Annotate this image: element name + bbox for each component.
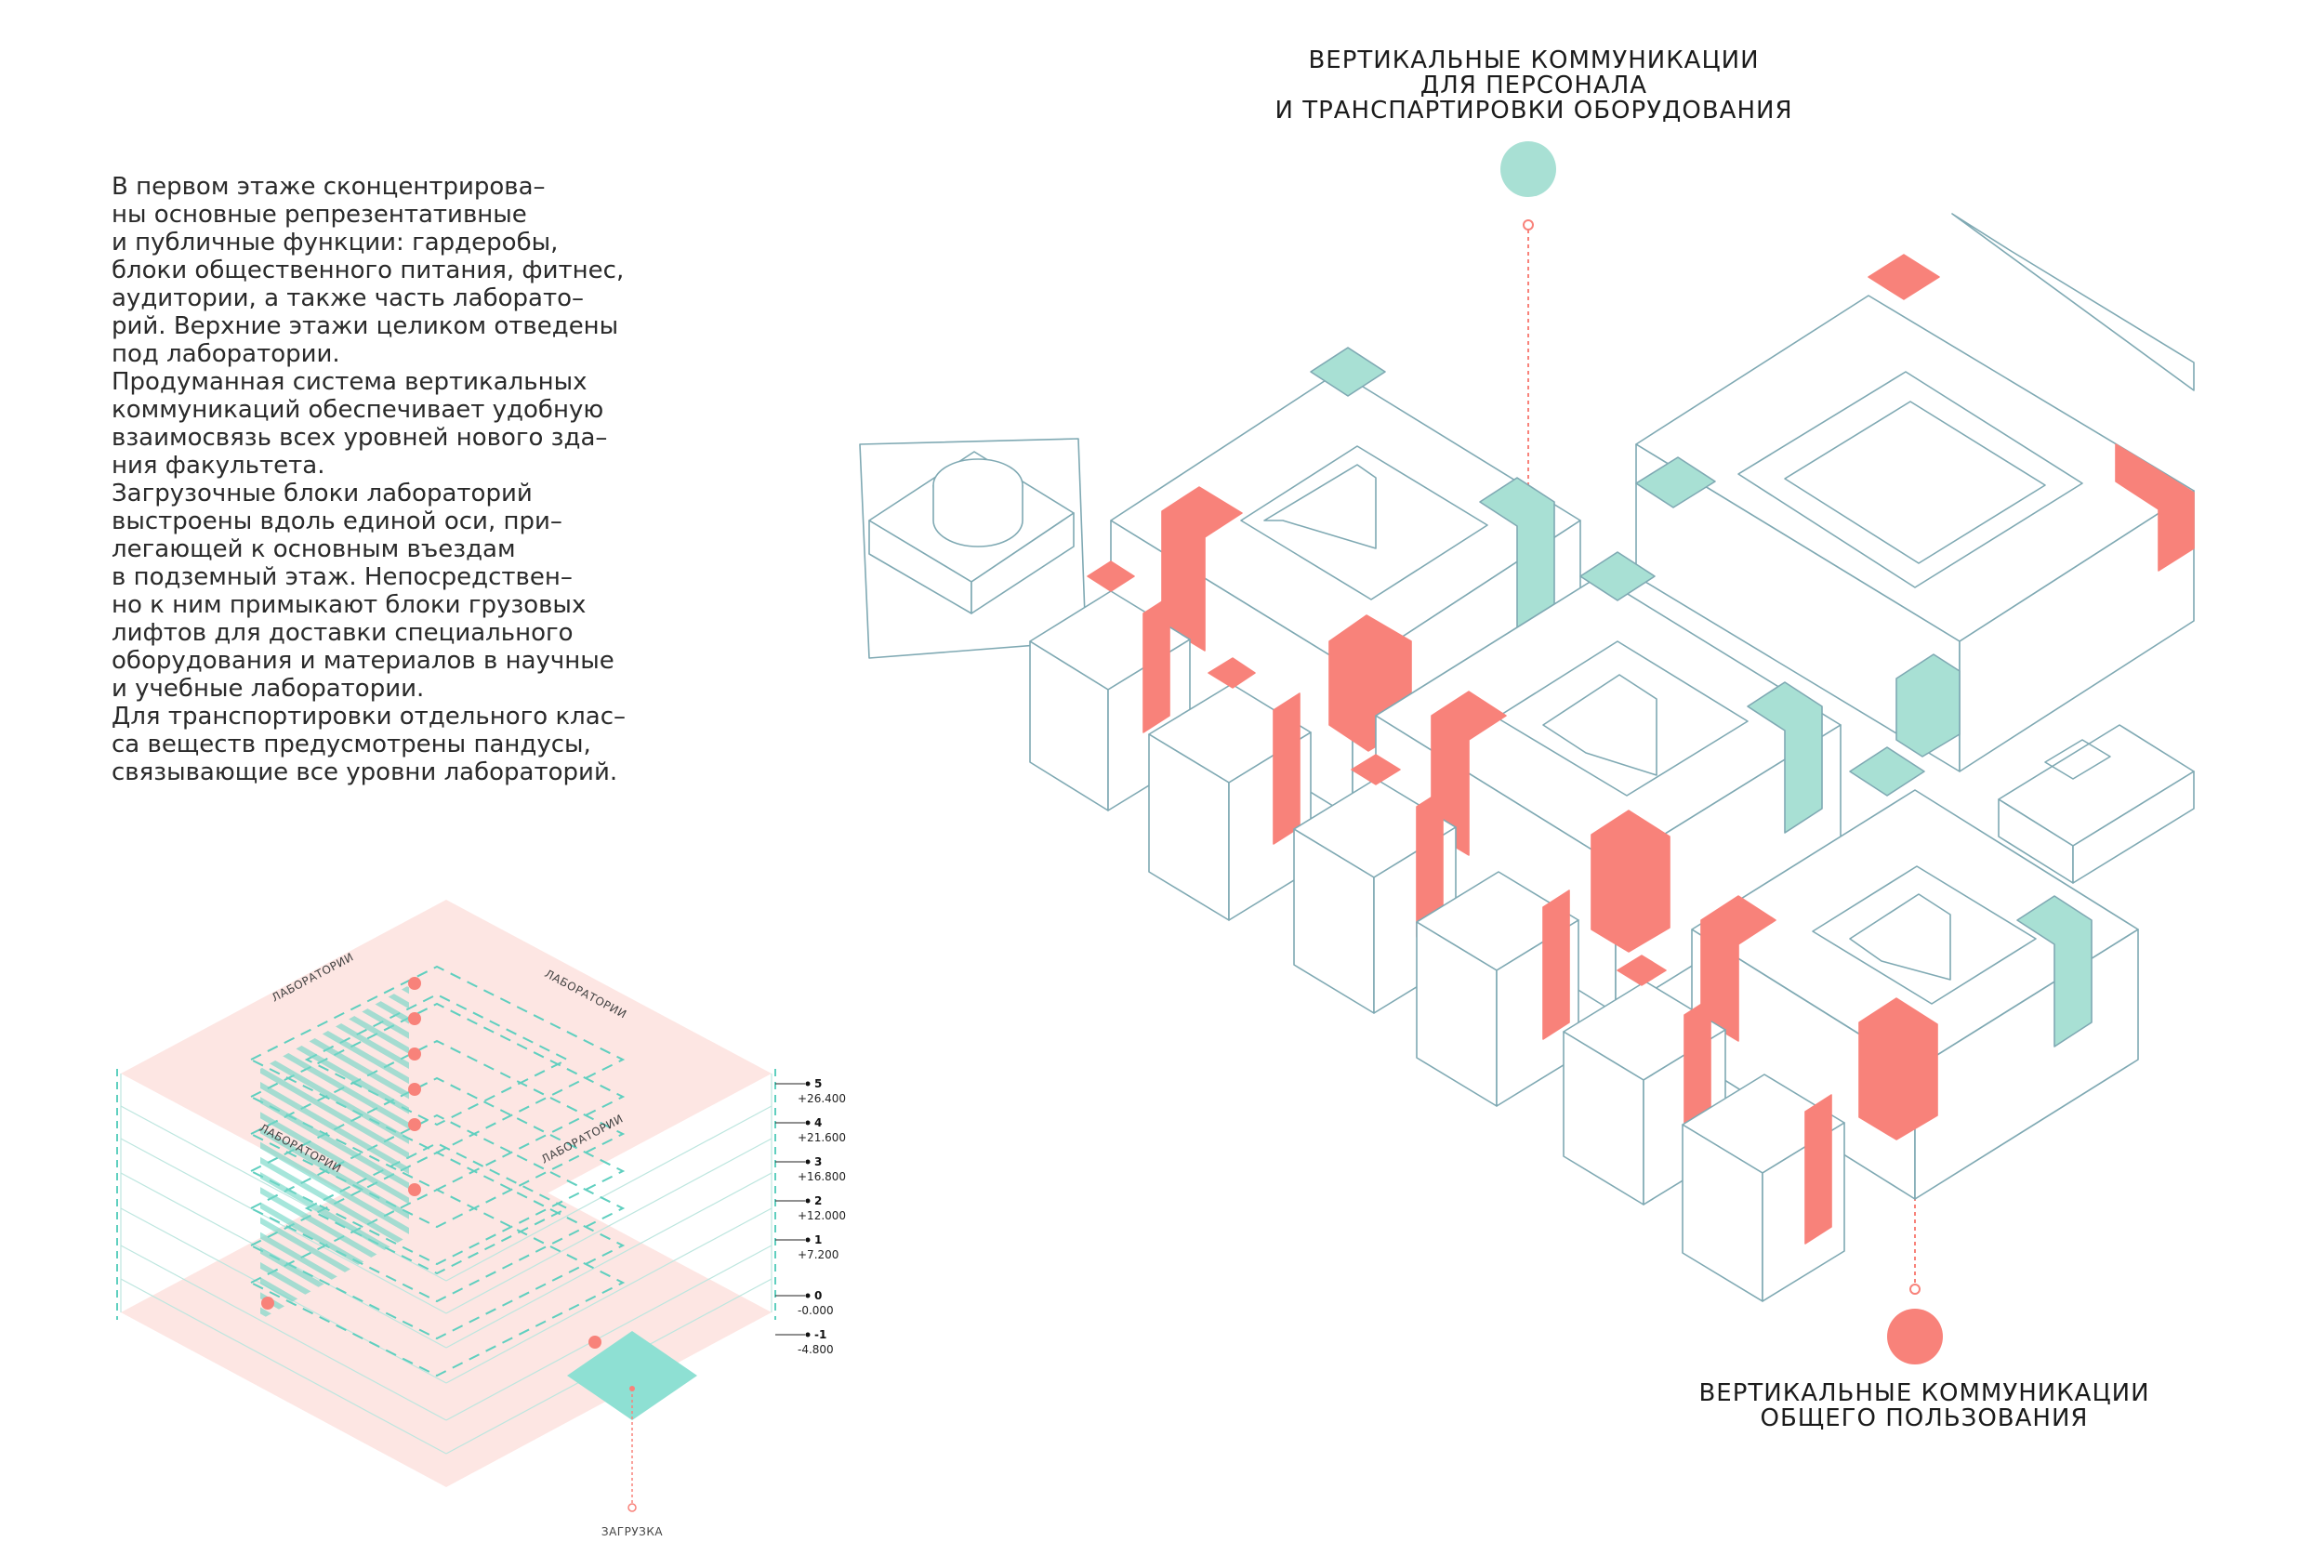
level-4-elevation: +21.600: [798, 1131, 846, 1144]
desc-line: коммуникаций обеспечивает удобную: [112, 396, 604, 424]
desc-line: в подземный этаж. Непосредствен–: [112, 563, 573, 591]
level-0-number: 0: [814, 1289, 822, 1302]
level-1-elevation: +7.200: [798, 1248, 838, 1261]
desc-line: блоки общественного питания, фитнес,: [112, 257, 625, 284]
level-4: 4 +21.600: [775, 1116, 846, 1144]
level-1: 1 +7.200: [775, 1233, 838, 1261]
level-5-elevation: +26.400: [798, 1092, 846, 1105]
desc-line: связывающие все уровни лабораторий.: [112, 758, 618, 786]
loading-leader-ring: [627, 1503, 637, 1512]
rotunda-pavilion: [859, 438, 1087, 659]
level-minus-1-elevation: -4.800: [798, 1343, 834, 1356]
desc-line: аудитории, а также часть лаборато–: [112, 284, 585, 312]
building-axonometric: [859, 213, 2195, 1302]
loading-block: [567, 1331, 697, 1420]
desc-line: но к ним примыкают блоки грузовых: [112, 591, 587, 619]
desc-line: са веществ предусмотрены пандусы,: [112, 731, 591, 758]
block-center: [1375, 551, 1842, 1014]
desc-line: и учебные лаборатории.: [112, 675, 425, 703]
tower-2: [1148, 657, 1312, 921]
level-1-number: 1: [814, 1233, 822, 1246]
staff-marker: [1500, 141, 1556, 499]
level-3: 3 +16.800: [775, 1155, 846, 1183]
desc-line: под лаборатории.: [112, 340, 340, 368]
desc-line: Продуманная система вертикальных: [112, 368, 588, 396]
loading-leader-dot: [629, 1386, 635, 1391]
desc-line: взаимосвязь всех уровней нового зда–: [112, 424, 608, 452]
callout-staff-line: ДЛЯ ПЕРСОНАЛА: [1419, 72, 1648, 99]
desc-line: легающей к основным въездам: [112, 535, 516, 563]
desc-line: лифтов для доставки специального: [112, 619, 574, 647]
level-4-number: 4: [814, 1116, 822, 1129]
paragraph-1: В первом этаже сконцентрирова– ны основн…: [112, 173, 632, 368]
level-0-elevation: -0.000: [798, 1304, 834, 1317]
public-marker-ring: [1909, 1284, 1921, 1295]
staff-marker-dot: [1500, 141, 1556, 197]
desc-line: В первом этаже сконцентрирова–: [112, 173, 546, 201]
desc-line: выстроены вдоль единой оси, при–: [112, 507, 562, 535]
paragraph-4: Для транспортировки отдельного клас– са …: [112, 703, 632, 786]
level-2-number: 2: [814, 1194, 822, 1207]
description-text: В первом этаже сконцентрирова– ны основн…: [112, 173, 632, 786]
ramp-stripes: [260, 985, 409, 1320]
tower-6: [1682, 1074, 1845, 1302]
desc-line: Загрузочные блоки лабораторий: [112, 480, 533, 507]
paragraph-3: Загрузочные блоки лабораторий выстроены …: [112, 480, 632, 703]
level-2: 2 +12.000: [775, 1194, 846, 1222]
block-south-east: [1691, 746, 2139, 1200]
callout-public-communications: ВЕРТИКАЛЬНЫЕ КОММУНИКАЦИИ ОБЩЕГО ПОЛЬЗОВ…: [1673, 1381, 2175, 1431]
level-minus-1: -1 -4.800: [775, 1328, 834, 1356]
block-east-wing: [1998, 724, 2195, 884]
callout-staff-communications: ВЕРТИКАЛЬНЫЕ КОММУНИКАЦИИ ДЛЯ ПЕРСОНАЛА …: [1236, 48, 1831, 124]
tower-4: [1416, 871, 1579, 1107]
level-markers: 5 +26.400 4 +21.600 3 +16.800 2 +12.000: [775, 1077, 846, 1356]
level-minus-1-number: -1: [814, 1328, 826, 1341]
desc-line: Для транспортировки отдельного клас–: [112, 703, 627, 731]
block-north-east: [1635, 213, 2195, 772]
callout-public-line: ОБЩЕГО ПОЛЬЗОВАНИЯ: [1760, 1404, 2089, 1432]
desc-line: ны основные репрезентативные: [112, 201, 527, 229]
level-3-elevation: +16.800: [798, 1170, 846, 1183]
level-3-number: 3: [814, 1155, 822, 1168]
desc-line: и публичные функции: гардеробы,: [112, 229, 559, 257]
desc-line: оборудования и материалов в научные: [112, 647, 614, 675]
callout-staff-line: И ТРАНСПАРТИРОВКИ ОБОРУДОВАНИЯ: [1274, 97, 1793, 125]
level-5-number: 5: [814, 1077, 822, 1090]
level-0: 0 -0.000: [775, 1289, 834, 1317]
label-loading: ЗАГРУЗКА: [601, 1525, 663, 1538]
callout-public-line: ВЕРТИКАЛЬНЫЕ КОММУНИКАЦИИ: [1698, 1379, 2150, 1407]
desc-line: ния факультета.: [112, 452, 325, 480]
level-2-elevation: +12.000: [798, 1209, 846, 1222]
callout-staff-line: ВЕРТИКАЛЬНЫЕ КОММУНИКАЦИИ: [1308, 46, 1760, 74]
levels-diagram: ЛАБОРАТОРИИ ЛАБОРАТОРИИ ЛАБОРАТОРИИ ЛАБО…: [116, 900, 846, 1538]
public-marker-dot: [1887, 1309, 1943, 1364]
core-dots: [261, 977, 601, 1349]
paragraph-2: Продуманная система вертикальных коммуни…: [112, 368, 632, 480]
level-5: 5 +26.400: [775, 1077, 846, 1105]
staff-marker-ring: [1523, 219, 1534, 231]
desc-line: рий. Верхние этажи целиком отведены: [112, 312, 619, 340]
